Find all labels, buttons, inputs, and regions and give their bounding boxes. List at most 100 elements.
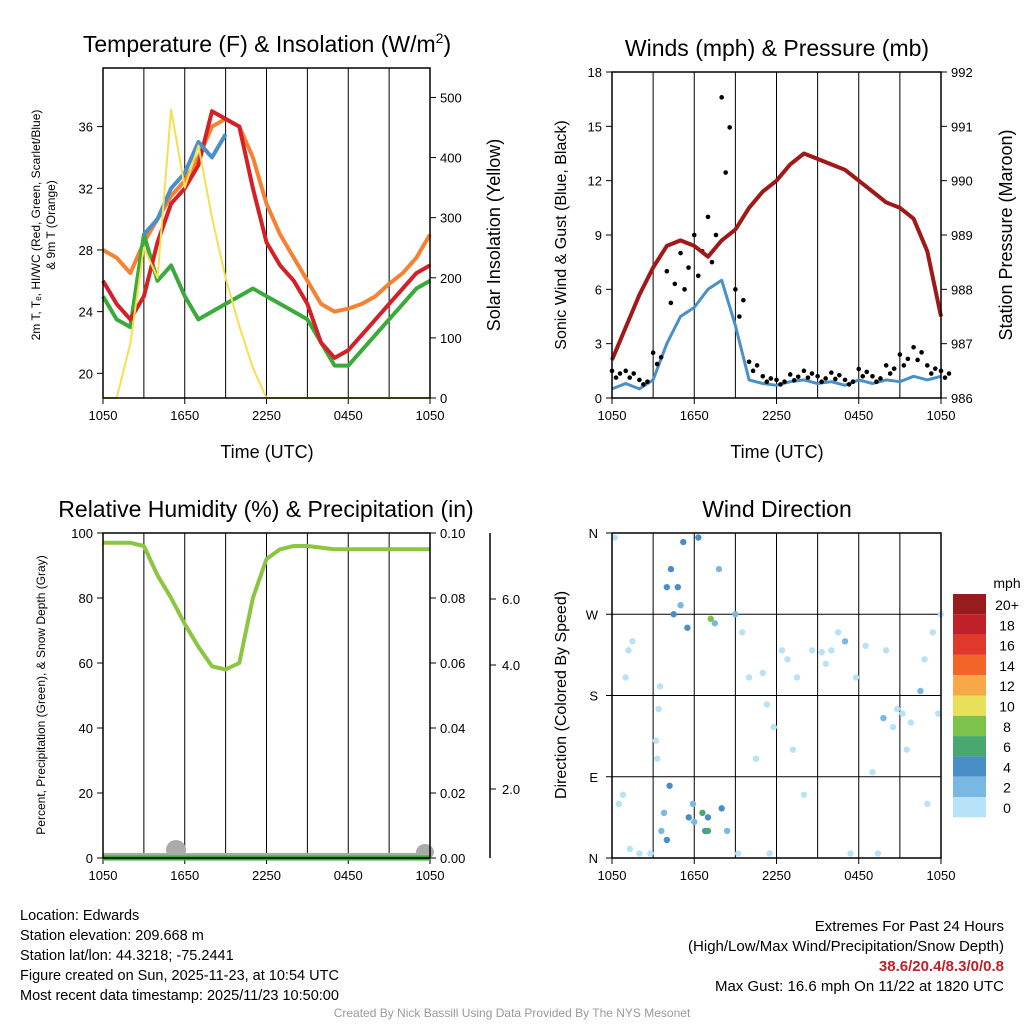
- y-axis-label: 20: [79, 786, 93, 801]
- gust-point: [686, 265, 691, 270]
- x-tick-label: 1650: [170, 408, 199, 423]
- gust-point: [613, 375, 619, 380]
- gust-point: [782, 379, 787, 385]
- y-tick-label: E: [589, 770, 598, 785]
- wind-direction-point: [611, 534, 618, 541]
- y-tick-label: W: [586, 607, 599, 622]
- snow-depth-tick-label: 4.0: [502, 658, 520, 673]
- lat-lon: Station lat/lon: 44.3218; -75.2441: [20, 948, 234, 964]
- extremes-subtitle: (High/Low/Max Wind/Precipitation/Snow De…: [688, 938, 1004, 955]
- legend-swatch: [953, 634, 986, 655]
- wind-direction-point: [625, 647, 632, 654]
- extremes-values: 38.6/20.4/8.3/0/0.8: [878, 958, 1004, 975]
- gust-point: [668, 300, 674, 306]
- y2-axis-label: Station Pressure (Maroon): [996, 129, 1016, 340]
- gust-point: [919, 350, 924, 355]
- wind-direction-point: [759, 669, 766, 677]
- wind-direction-point: [841, 638, 849, 645]
- wind-direction-point: [889, 723, 897, 731]
- station-info: Location: Edwards Station elevation: 209…: [20, 906, 339, 1006]
- wind-direction-point: [718, 805, 725, 812]
- wind-direction-point: [629, 638, 636, 645]
- plot-frame: [102, 532, 431, 859]
- gust-point: [778, 382, 783, 387]
- gust-point: [837, 372, 842, 378]
- wind-direction-point: [677, 602, 684, 609]
- wind-direction-point: [689, 800, 697, 808]
- y2-axis-label: 987: [951, 337, 973, 352]
- gust-point: [719, 95, 724, 100]
- wind-direction-point: [793, 674, 801, 681]
- y-axis-label: & 9m T (Orange): [44, 180, 58, 270]
- y2-axis-label: 988: [951, 282, 973, 297]
- y-axis-label: Direction (Colored By Speed): [553, 591, 570, 799]
- gust-point: [754, 363, 760, 368]
- series-wc: [142, 133, 228, 236]
- wind-direction-point: [660, 809, 668, 817]
- x-tick-label: 1050: [89, 868, 118, 883]
- gust-point: [641, 382, 646, 387]
- x-tick-label: 1050: [598, 408, 627, 423]
- wind-direction-point: [924, 800, 931, 808]
- wind-direction-point: [699, 809, 706, 817]
- wind-direction-point: [784, 656, 791, 663]
- x-tick-label: 1050: [89, 408, 118, 423]
- gust-point: [746, 359, 752, 365]
- snow-depth-tick-label: 2.0: [502, 782, 520, 797]
- legend-swatch: [953, 756, 986, 777]
- y-axis-label: 20: [79, 366, 93, 381]
- x-tick-label: 0450: [844, 868, 873, 883]
- y-axis-label: 80: [79, 591, 93, 606]
- gust-point: [760, 373, 766, 379]
- plot-frame: [611, 532, 942, 859]
- location: Location: Edwards: [20, 908, 140, 924]
- y2-axis-label: 400: [440, 151, 462, 166]
- wind-direction-point: [723, 827, 731, 835]
- gust-point: [842, 377, 848, 383]
- y-axis-label: 9: [595, 228, 602, 243]
- wind-direction-point: [704, 814, 712, 821]
- wind-direction-point: [636, 850, 643, 857]
- legend-label: 2: [1003, 780, 1011, 796]
- wind-direction-point: [707, 615, 714, 622]
- gust-point: [650, 350, 656, 356]
- x-tick-label: 1650: [170, 868, 199, 883]
- gust-point: [887, 371, 893, 376]
- gust-point: [672, 281, 678, 287]
- gust-point: [878, 376, 883, 381]
- y-axis-label: 15: [588, 119, 602, 134]
- x-axis-label: Time (UTC): [730, 442, 823, 462]
- series-sonic-wind: [611, 278, 942, 391]
- legend-title: mph: [993, 575, 1020, 591]
- legend-label: 18: [999, 617, 1015, 633]
- wind-direction-point: [674, 583, 681, 591]
- gust-point: [713, 232, 719, 238]
- wind-direction-point: [619, 791, 627, 799]
- x-tick-label: 2250: [762, 868, 791, 883]
- wind-direction-point: [818, 648, 825, 656]
- x-tick-label: 0450: [334, 868, 363, 883]
- wind-direction-point: [903, 746, 910, 753]
- wind-direction-point: [626, 845, 634, 853]
- extremes-title: Extremes For Past 24 Hours: [814, 918, 1004, 935]
- y-axis-label: 0: [86, 851, 93, 866]
- x-tick-label: 1050: [927, 868, 956, 883]
- gust-point: [741, 297, 746, 303]
- y-axis-label: Sonic Wind & Gust (Blue, Black): [553, 120, 570, 349]
- gust-point: [658, 354, 664, 360]
- wind-direction-point: [732, 611, 739, 618]
- gust-point: [637, 377, 642, 383]
- wind-direction-point: [789, 746, 797, 753]
- gust-point: [860, 373, 866, 379]
- wind-direction-point: [852, 674, 860, 681]
- gust-point: [946, 371, 952, 376]
- gust-point: [678, 250, 683, 256]
- gust-point: [727, 125, 732, 130]
- y-axis-label: 32: [79, 181, 93, 196]
- x-tick-label: 1050: [416, 408, 445, 423]
- wind-direction-point: [658, 827, 665, 835]
- legend-swatch: [953, 675, 986, 696]
- x-tick-label: 1050: [416, 868, 445, 883]
- series-rh: [103, 540, 430, 672]
